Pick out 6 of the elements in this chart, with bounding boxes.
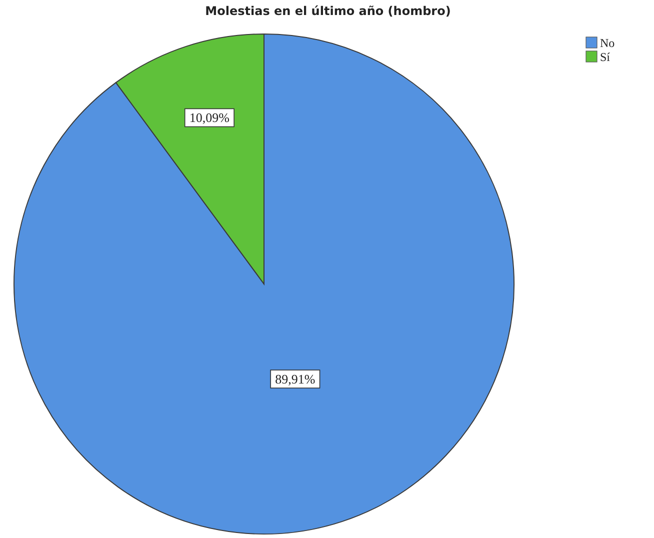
- slice-label: No: [600, 36, 615, 50]
- chart-title: Molestias en el último año (hombro): [205, 4, 451, 18]
- pie-slice: [14, 34, 514, 534]
- legend-label: Sí: [600, 50, 611, 64]
- data-label: 89,91%: [275, 372, 316, 387]
- data-label: 10,09%: [189, 110, 230, 126]
